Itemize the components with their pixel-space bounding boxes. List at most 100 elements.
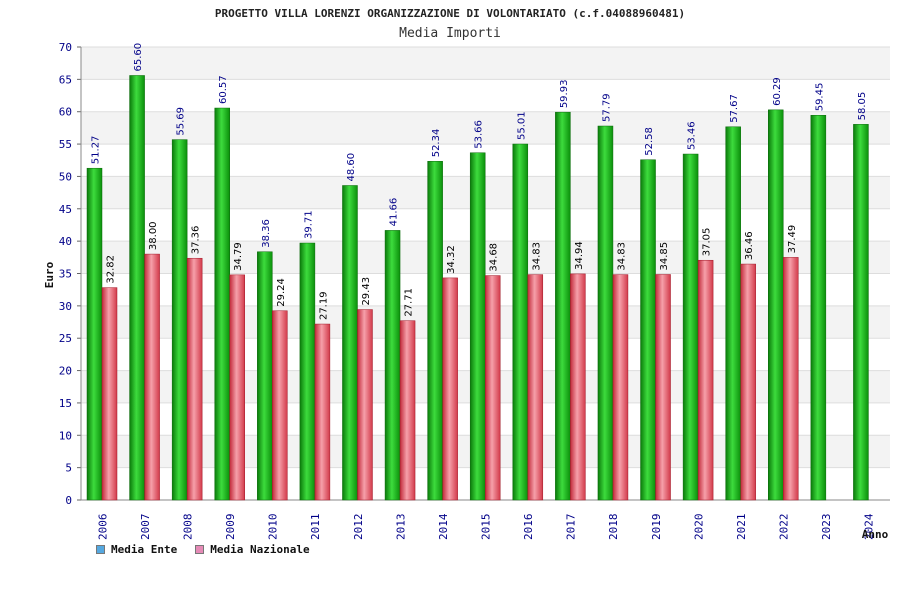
value-label-ente: 60.29 [772,77,783,106]
chart-title: PROGETTO VILLA LORENZI ORGANIZZAZIONE DI… [214,7,686,20]
bar-media-nazionale [144,253,160,501]
value-label-ente: 55.01 [516,111,527,140]
x-tick-label: 2021 [735,514,748,541]
bar-media-ente [171,139,188,501]
y-tick-label: 60 [59,106,72,119]
value-label-ente: 53.66 [474,120,485,149]
y-tick-label: 50 [59,170,72,183]
legend-swatch-nazionale [195,545,205,554]
value-label-nazionale: 37.49 [787,225,798,254]
x-tick-label: 2023 [820,514,833,541]
bar-media-ente [427,161,443,501]
value-label-nazionale: 27.71 [404,288,415,317]
x-tick-label: 2014 [437,513,450,540]
value-label-nazionale: 34.85 [659,242,670,271]
bar-media-nazionale [272,310,288,501]
bar-media-ente [469,152,486,501]
bar-media-ente [384,230,401,501]
value-label-nazionale: 34.79 [233,242,244,271]
bar-media-ente [597,125,614,501]
x-axis-label: Anno [862,528,889,541]
y-tick-label: 20 [59,365,72,378]
y-tick-label: 30 [59,300,72,313]
legend-label-ente: Media Ente [111,543,178,556]
x-tick-label: 2024 [863,513,876,540]
y-tick-label: 35 [59,268,72,281]
value-label-ente: 59.93 [559,80,570,109]
x-tick-label: 2015 [480,514,493,541]
bar-media-nazionale [357,309,373,501]
x-tick-label: 2017 [565,514,578,541]
x-tick-label: 2019 [650,514,663,541]
x-tick-label: 2011 [309,514,322,541]
bar-media-ente [768,109,784,501]
y-tick-label: 5 [65,462,72,475]
value-label-ente: 41.66 [389,198,400,227]
y-tick-label: 0 [65,494,72,507]
value-label-ente: 57.79 [601,93,612,122]
value-label-nazionale: 27.19 [318,291,329,320]
x-tick-label: 2013 [394,514,407,541]
y-tick-label: 70 [59,41,72,54]
bar-media-nazionale [229,274,245,501]
bar-media-nazionale [101,287,118,501]
value-label-nazionale: 36.46 [744,231,755,260]
bar-media-ente [682,153,699,501]
value-label-ente: 60.57 [218,75,229,104]
bar-media-nazionale [740,263,756,501]
value-label-nazionale: 37.05 [702,228,713,257]
y-axis-label: Euro [43,261,56,288]
value-label-ente: 65.60 [133,43,144,72]
value-label-nazionale: 37.36 [191,226,202,255]
y-tick-label: 25 [59,332,72,345]
value-label-ente: 52.58 [644,127,655,156]
legend-label-nazionale: Media Nazionale [210,543,310,556]
x-tick-label: 2006 [96,514,109,541]
value-label-ente: 52.34 [431,129,442,158]
y-tick-label: 15 [59,397,72,410]
legend-item-ente: Media Ente [96,543,177,556]
bar-media-ente [555,111,571,501]
bar-media-nazionale [186,257,203,501]
x-tick-label: 2010 [267,514,280,541]
y-tick-label: 65 [59,73,72,86]
value-label-ente: 57.67 [729,94,740,123]
bar-media-ente [512,143,529,501]
value-label-nazionale: 34.83 [616,242,627,271]
legend: Media Ente Media Nazionale [96,543,310,556]
bar-media-nazionale [570,273,586,501]
bar-media-nazionale [612,274,629,501]
value-label-nazionale: 32.82 [106,255,117,284]
bar-media-ente [129,75,145,501]
bar-media-ente [257,251,273,501]
value-label-nazionale: 34.94 [574,241,585,270]
value-label-nazionale: 38.00 [148,221,159,250]
bar-media-ente [342,185,358,501]
bar-media-ente [853,124,869,501]
x-tick-label: 2020 [692,514,705,541]
x-tick-label: 2009 [224,514,237,541]
value-label-nazionale: 29.24 [276,278,287,307]
bar-media-nazionale [655,274,671,501]
value-label-ente: 53.46 [687,121,698,150]
value-label-ente: 55.69 [176,107,187,136]
bar-media-ente [810,115,827,501]
bar-media-ente [640,159,656,501]
value-label-ente: 38.36 [261,219,272,248]
bar-media-nazionale [484,275,501,501]
value-label-ente: 58.05 [857,92,868,121]
bar-media-nazionale [314,323,331,501]
legend-item-nazionale: Media Nazionale [195,543,310,556]
x-tick-label: 2007 [139,514,152,541]
value-label-nazionale: 34.83 [531,242,542,271]
value-label-ente: 39.71 [303,210,314,239]
y-tick-label: 10 [59,429,72,442]
x-tick-label: 2008 [181,514,194,541]
y-tick-label: 40 [59,235,72,248]
value-label-nazionale: 29.43 [361,277,372,306]
grid-band [81,47,890,80]
bar-media-ente [299,242,316,501]
bar-media-ente [214,107,230,501]
value-label-ente: 59.45 [814,83,825,112]
